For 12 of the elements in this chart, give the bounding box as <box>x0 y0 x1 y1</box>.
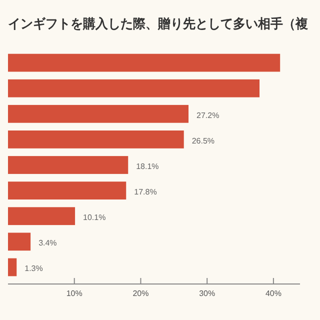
data-label: 10.1% <box>83 213 106 222</box>
data-label: 17.8% <box>134 188 157 197</box>
chart-title: インギフトを購入した際、贈り先として多い相手（複 <box>8 16 320 31</box>
x-tick-label: 20% <box>132 289 149 298</box>
data-label: 3.4% <box>38 238 57 248</box>
x-tick-label: 30% <box>199 289 216 298</box>
x-tick-label: 40% <box>265 289 282 298</box>
data-label: 1.3% <box>24 264 43 274</box>
data-label: 27.2% <box>196 110 220 120</box>
data-label: 18.1% <box>136 162 159 171</box>
x-tick-label: 10% <box>66 289 82 298</box>
data-label: 26.5% <box>192 136 215 146</box>
